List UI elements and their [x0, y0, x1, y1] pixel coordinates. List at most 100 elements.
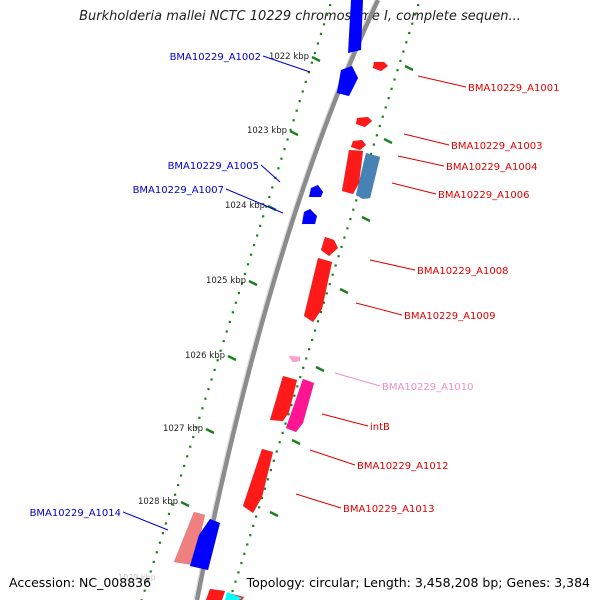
- ruler-dot: [331, 273, 334, 276]
- gene-bma10229-a1001[interactable]: [372, 61, 389, 72]
- gene-bma10229-a1012[interactable]: [242, 448, 274, 514]
- ruler-dot: [304, 80, 307, 83]
- ruler-dot: [237, 571, 240, 574]
- gene-label-bma10229-a1014[interactable]: BMA10229_A1014: [30, 508, 121, 519]
- ruler-dot: [263, 487, 267, 490]
- ruler-dot: [284, 422, 287, 425]
- gene-label-bma10229-a1010[interactable]: BMA10229_A1010: [382, 382, 473, 393]
- ruler-dot: [355, 199, 358, 202]
- ruler-tick-label: 1022 kbp: [269, 52, 309, 62]
- ruler-dot: [283, 148, 286, 151]
- ruler-dot: [281, 431, 284, 434]
- gene-bma10229-a1009[interactable]: [303, 257, 333, 323]
- gene-bma10229-a1004[interactable]: [341, 149, 364, 195]
- gene-bma10229-a1008[interactable]: [320, 236, 339, 257]
- gene-label-bma10229-a1003[interactable]: BMA10229_A1003: [451, 141, 542, 152]
- ruler-dot: [372, 143, 376, 146]
- ruler-dot: [396, 69, 399, 72]
- ruler-dot: [164, 522, 168, 525]
- ruler-tick: [315, 365, 325, 373]
- gene-bma10229-a1004[interactable]: [350, 139, 367, 151]
- ruler-dot: [240, 282, 244, 285]
- gene-bma10229-a1010[interactable]: [288, 355, 301, 363]
- ruler-dot: [231, 589, 234, 593]
- gene-bma10229-a1005[interactable]: [308, 184, 324, 198]
- ruler-dot: [313, 329, 317, 332]
- ruler-dot: [346, 227, 349, 230]
- gene-bma10229-a1002[interactable]: [189, 518, 221, 571]
- ruler-dot: [255, 515, 258, 518]
- ruler-dot: [402, 50, 405, 53]
- gene-label-bma10229-a1013[interactable]: BMA10229_A1013: [343, 504, 434, 515]
- gene-label-bma10229-a1009[interactable]: BMA10229_A1009: [404, 311, 495, 322]
- gene-label-intb[interactable]: intB: [370, 422, 390, 433]
- ruler-dot: [343, 236, 346, 239]
- ruler-dot: [186, 455, 189, 458]
- gene-bma10229-a1007[interactable]: [301, 208, 318, 225]
- ruler-tick: [205, 427, 215, 435]
- ruler-dot: [299, 376, 302, 379]
- gene-label-bma10229-a1007[interactable]: BMA10229_A1007: [133, 185, 224, 196]
- ruler-dot: [369, 152, 373, 155]
- ruler-dot: [411, 22, 414, 25]
- ruler-dot: [417, 4, 420, 7]
- leader-line: [295, 493, 342, 509]
- leader-line: [262, 55, 311, 73]
- gene-intb[interactable]: [285, 378, 315, 433]
- ruler-dot: [249, 253, 253, 256]
- ruler-dot: [378, 124, 381, 128]
- gene-bma10229-a1002[interactable]: [336, 65, 359, 97]
- ruler-dot: [240, 562, 243, 565]
- leader-line: [403, 133, 450, 146]
- gene-bma10229-a1003[interactable]: [355, 116, 373, 128]
- ruler-dot: [256, 234, 259, 237]
- ruler-dot: [262, 215, 265, 218]
- ruler-dot: [414, 13, 417, 16]
- ruler-dot: [390, 87, 393, 90]
- gene-bma10229-a1012[interactable]: [205, 588, 226, 600]
- gene-label-bma10229-a1004[interactable]: BMA10229_A1004: [446, 162, 537, 173]
- gene-label-bma10229-a1008[interactable]: BMA10229_A1008: [417, 266, 508, 277]
- gene-label-bma10229-a1012[interactable]: BMA10229_A1012: [357, 461, 448, 472]
- ruler-dot: [207, 388, 210, 391]
- ruler-tick: [311, 55, 321, 63]
- ruler-tick-label: 1028 kbp: [138, 497, 178, 507]
- ruler-dot: [246, 543, 249, 546]
- ruler-dot: [252, 524, 255, 527]
- ruler-tick: [180, 500, 190, 508]
- ruler-dot: [277, 167, 280, 170]
- ruler-dot: [316, 320, 320, 323]
- ruler-dot: [337, 255, 340, 258]
- gene-glyph-bottom-edge: [225, 592, 242, 600]
- ruler-dot: [349, 217, 352, 221]
- ruler-dot: [173, 493, 177, 496]
- ruler-dot: [219, 349, 222, 352]
- ruler-dot: [319, 32, 323, 35]
- ruler-dot: [213, 368, 216, 371]
- ruler-dot: [222, 340, 225, 343]
- ruler-tick: [289, 129, 299, 137]
- ruler-dot: [259, 224, 262, 227]
- gene-label-bma10229-a1002[interactable]: BMA10229_A1002: [170, 52, 261, 63]
- gene-label-bma10229-a1005[interactable]: BMA10229_A1005: [168, 161, 259, 172]
- leader-line: [260, 164, 281, 183]
- gene-label-bma10229-a1006[interactable]: BMA10229_A1006: [438, 190, 529, 201]
- ruler-tick: [269, 510, 279, 518]
- gene-labels: BMA10229_A1001 BMA10229_A1002 BMA10229_A10…: [30, 52, 559, 531]
- gene-bma10229-a1006[interactable]: [355, 152, 381, 200]
- ruler-dot: [266, 478, 270, 481]
- leader-line: [122, 511, 169, 531]
- ruler-dot: [152, 560, 155, 563]
- ruler-tick: [361, 215, 371, 223]
- ruler-dot: [192, 436, 195, 439]
- gene-label-bma10229-a1001[interactable]: BMA10229_A1001: [468, 83, 559, 94]
- ruler-dot: [231, 311, 234, 314]
- ruler-dot: [293, 394, 296, 397]
- ruler-tick: [404, 64, 414, 72]
- length-text: Length: 3,458,208 bp;: [363, 575, 503, 590]
- ruler-dot: [249, 534, 252, 537]
- gene-bma10229-a1013[interactable]: [269, 375, 298, 422]
- gene-glyph-top-edge: [348, 0, 363, 53]
- topology-text: Topology: circular;: [246, 575, 360, 590]
